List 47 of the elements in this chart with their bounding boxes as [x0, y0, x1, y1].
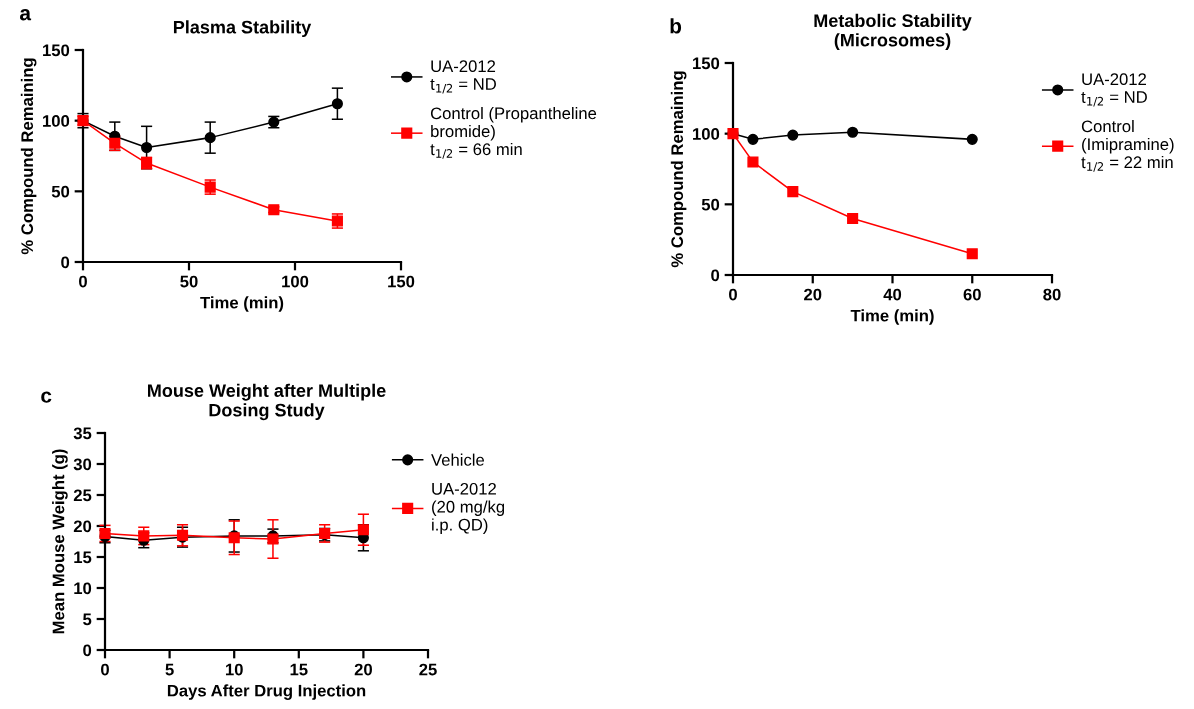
y-axis-title: Mean Mouse Weight (g) [52, 449, 68, 634]
y-tick-label: 100 [693, 128, 720, 140]
x-tick-label: 10 [225, 663, 243, 676]
x-tick-label: 0 [101, 663, 109, 676]
y-tick-label: 20 [73, 520, 92, 533]
x-tick-label: 40 [883, 288, 902, 301]
y-tick-label: 0 [83, 644, 92, 657]
text: a [20, 9, 32, 21]
legend-label: UA-2012 (20 mg/kg i.p. QD) [432, 482, 505, 534]
y-tick-label: 25 [73, 489, 92, 502]
x-tick-label: 20 [354, 663, 372, 676]
y-tick-label: 15 [74, 551, 92, 564]
legend-label: UA-2012 t$_{1/2}$ = ND [1081, 73, 1147, 107]
y-tick-label: 100 [43, 115, 70, 127]
x-tick-label: 20 [804, 288, 822, 301]
x-axis-title: Time (min) [850, 309, 934, 325]
chart-title: Metabolic Stability (Microsomes) [814, 13, 972, 51]
y-tick-label: 50 [701, 198, 720, 211]
chart-title: Plasma Stability [173, 20, 312, 38]
x-tick-label: 60 [963, 288, 981, 301]
x-tick-label: 0 [729, 288, 737, 301]
legend-label: Control (Propantheline bromide) t$_{1/2}$ = 66 min [430, 107, 597, 159]
x-tick-label: 5 [165, 663, 174, 676]
x-tick-label: 100 [282, 275, 309, 288]
x-tick-label: 80 [1043, 288, 1061, 301]
y-axis-title: % Compound Remaining [20, 58, 37, 255]
text: b [670, 18, 682, 34]
x-tick-label: 15 [290, 663, 308, 676]
y-tick-label: 35 [73, 427, 92, 440]
x-axis-title: Days After Drug Injection [167, 684, 366, 700]
y-tick-label: 5 [83, 613, 92, 626]
chart-title: Mouse Weight after Multiple Dosing Study [148, 383, 386, 421]
x-axis-title: Time (min) [200, 296, 284, 312]
y-tick-label: 0 [61, 256, 70, 269]
text: c [41, 391, 52, 403]
y-tick-label: 150 [693, 57, 720, 70]
legend-label: Vehicle [431, 453, 485, 466]
x-tick-label: 150 [388, 275, 415, 288]
y-axis-title: % Compound Remaining [670, 71, 687, 268]
y-tick-label: 150 [43, 44, 70, 57]
legend-label: UA-2012 t$_{1/2}$ = ND [430, 60, 496, 94]
legend-label: Control (Imipramine) t$_{1/2}$ = 22 min [1081, 120, 1174, 172]
y-tick-label: 10 [74, 582, 92, 595]
y-tick-label: 50 [51, 185, 70, 198]
x-tick-label: 50 [180, 275, 198, 288]
x-tick-label: 25 [419, 663, 437, 676]
y-tick-label: 30 [73, 458, 92, 471]
